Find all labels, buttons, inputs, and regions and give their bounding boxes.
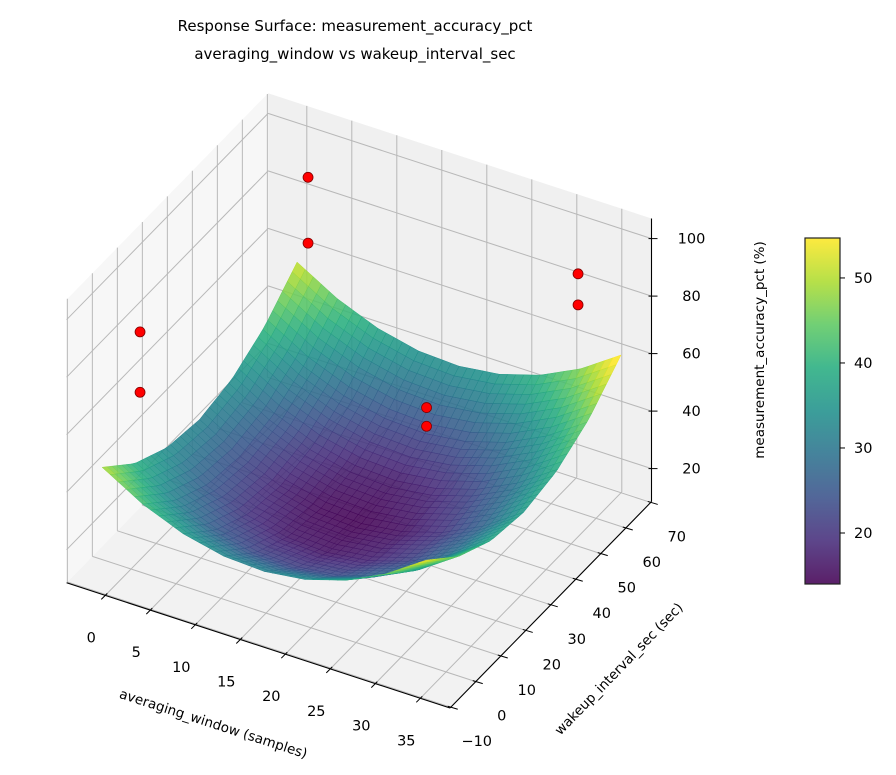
- grid-line: [267, 112, 652, 240]
- y-tick-label: 30: [568, 632, 586, 648]
- x-tick-mark: [100, 593, 108, 600]
- x-tick-mark: [415, 695, 423, 703]
- data-point-marker: [134, 386, 146, 398]
- z-axis-label: measurement_accuracy_pct (%): [752, 241, 768, 459]
- colorbar-tick-label: 40: [854, 356, 872, 372]
- data-point-marker: [302, 237, 314, 249]
- grid-line: [66, 113, 269, 321]
- x-axis-line: [66, 582, 451, 709]
- data-point-marker: [572, 268, 584, 280]
- colorbar-tick-label: 30: [854, 441, 872, 457]
- data-point-marker: [572, 299, 584, 311]
- data-points: [134, 171, 584, 432]
- x-tick-mark: [325, 666, 333, 674]
- data-point-marker: [302, 171, 314, 183]
- y-tick-mark: [497, 654, 508, 659]
- x-tick-label: 30: [352, 719, 370, 735]
- z-tick-label: 60: [682, 347, 700, 363]
- y-tick-label: 0: [497, 709, 506, 725]
- y-tick-label: −10: [461, 734, 492, 750]
- colorbar-tick-label: 20: [854, 526, 872, 542]
- axis-lines: 0 5 10 15 20 25 30 35 −10 0 10 20 30 40 50 60 70 20 40 60 80…: [66, 218, 706, 750]
- y-tick-label: 60: [643, 555, 661, 571]
- y-tick-label: 70: [668, 529, 686, 545]
- y-tick-label: 20: [543, 657, 561, 673]
- z-tick-label: 80: [682, 289, 700, 305]
- surface-facet: [417, 559, 431, 564]
- data-point-marker: [421, 402, 432, 413]
- grid-line: [66, 228, 269, 436]
- x-tick-label: 10: [172, 660, 190, 676]
- y-tick-label: 40: [593, 606, 611, 622]
- y-tick-mark: [572, 577, 583, 582]
- x-tick-mark: [145, 607, 153, 615]
- x-tick-mark: [235, 637, 243, 644]
- x-tick-mark: [190, 622, 198, 630]
- grid-line: [117, 530, 501, 657]
- x-tick-label: 0: [87, 630, 96, 646]
- z-tick-label: 20: [682, 462, 700, 478]
- data-point-marker: [421, 420, 432, 432]
- y-axis-label: wakeup_interval_sec (sec): [552, 600, 687, 739]
- y-tick-label: 10: [518, 683, 536, 699]
- y-tick-mark: [597, 552, 608, 557]
- surface-mesh: [101, 261, 622, 581]
- y-tick-mark: [647, 500, 658, 505]
- x-tick-label: 20: [262, 689, 280, 705]
- grid-line: [66, 285, 269, 493]
- grid-line: [267, 227, 652, 355]
- y-tick-mark: [522, 628, 533, 633]
- x-tick-mark: [370, 681, 378, 688]
- z-tick-label: 40: [682, 404, 700, 420]
- y-tick-label: 50: [618, 581, 636, 597]
- grid-line: [267, 170, 652, 297]
- chart-title-line-2: averaging_window vs wakeup_interval_sec: [194, 45, 515, 64]
- grid-line: [66, 170, 269, 378]
- colorbar: 20 30 40 50: [804, 237, 872, 585]
- x-tick-label: 35: [397, 733, 415, 749]
- x-tick-label: 25: [307, 704, 325, 720]
- y-tick-mark: [447, 705, 458, 710]
- x-tick-label: 15: [217, 674, 235, 690]
- colorbar-gradient: [804, 237, 841, 585]
- data-point-marker: [134, 326, 146, 338]
- x-tick-label: 5: [132, 645, 141, 661]
- y-tick-mark: [547, 603, 558, 608]
- y-tick-mark: [622, 526, 633, 531]
- y-tick-mark: [472, 680, 483, 685]
- chart-title-line-1: Response Surface: measurement_accuracy_p…: [178, 17, 533, 36]
- colorbar-tick-label: 50: [854, 271, 872, 287]
- z-tick-label: 100: [678, 232, 706, 248]
- x-tick-mark: [280, 651, 288, 659]
- grid-line: [67, 581, 451, 708]
- grid-line: [92, 555, 476, 683]
